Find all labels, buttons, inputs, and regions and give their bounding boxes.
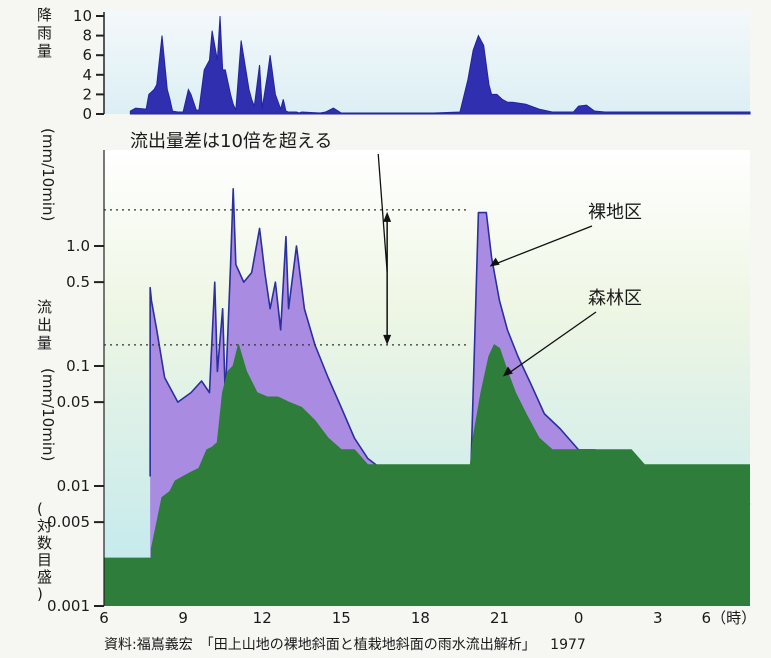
rainfall-tick-label: 8	[82, 27, 92, 45]
runoff-y-axis: 0.001 0.005 0.01 0.05 0.1 0.5 1.0	[47, 150, 105, 615]
rainfall-tick-label: 0	[82, 105, 92, 123]
forest-plot-area	[104, 344, 750, 606]
bare-series-label: 裸地区	[588, 202, 642, 223]
bare-label-leader	[493, 225, 593, 266]
rainfall-axis-title: 降雨量 (mm/10min)	[37, 6, 57, 221]
rainfall-tick-label: 2	[82, 85, 92, 103]
runoff-panel: 0.001 0.005 0.01 0.05 0.1 0.5 1.0 6 9 12 15 18 21 0 3…	[47, 131, 756, 627]
runoff-axis-title: 流出量 (mm/10min) (対数目盛)	[37, 298, 57, 603]
forest-label-arrowhead	[502, 366, 513, 377]
rainfall-tick-label: 6	[82, 46, 92, 64]
x-tick-label: 0	[574, 609, 584, 627]
runoff-axis-scale: (対数目盛)	[37, 500, 52, 603]
rainfall-series	[129, 15, 751, 115]
runoff-tick-label: 0.005	[47, 513, 90, 531]
difference-arrow-head-down	[383, 334, 392, 345]
rainfall-tick-label: 10	[73, 7, 92, 25]
rainfall-area	[129, 15, 751, 115]
rainfall-axis-unit: (mm/10min)	[39, 128, 57, 221]
runoff-axis-unit: (mm/10min)	[39, 368, 57, 461]
runoff-tick-label: 1.0	[66, 237, 90, 255]
x-tick-label: 21	[490, 609, 509, 627]
x-tick-label: 6（時）	[702, 609, 757, 627]
x-tick-label: 15	[332, 609, 351, 627]
source-citation: 資料:福嶌義宏 「田上山地の裸地斜面と植栽地斜面の雨水流出解析」	[104, 637, 536, 653]
x-tick-label: 9	[178, 609, 188, 627]
rainfall-tick-label: 4	[82, 66, 92, 84]
rainfall-y-axis: 0 24 68 10	[73, 7, 105, 123]
source-caption: 資料:福嶌義宏 「田上山地の裸地斜面と植栽地斜面の雨水流出解析」 1977	[104, 634, 744, 654]
x-tick-label: 12	[253, 609, 272, 627]
forest-plot-line	[104, 344, 750, 559]
runoff-tick-label: 0.01	[57, 477, 90, 495]
difference-arrow-head-up	[383, 211, 392, 222]
forest-series-label: 森林区	[588, 288, 642, 309]
runoff-tick-label: 0.5	[66, 273, 90, 291]
runoff-tick-label: 0.001	[47, 597, 90, 615]
bare-label-arrowhead	[489, 257, 500, 267]
runoff-tick-label: 0.05	[57, 393, 90, 411]
runoff-axis-title-label: 流出量	[37, 298, 52, 352]
x-tick-label: 6	[99, 609, 109, 627]
rainfall-panel: 0 24 68 10	[73, 7, 751, 123]
time-x-axis: 6 9 12 15 18 21 0 3 6（時）	[99, 609, 756, 627]
rainfall-axis-title-label: 降雨量	[37, 6, 52, 60]
forest-label-leader	[506, 311, 597, 376]
x-tick-label: 18	[411, 609, 430, 627]
note-leader-line	[377, 153, 388, 273]
difference-note-label: 流出量差は10倍を超える	[130, 131, 332, 152]
x-tick-label: 3	[653, 609, 663, 627]
runoff-series	[104, 187, 751, 606]
runoff-tick-label: 0.1	[66, 357, 90, 375]
source-year: 1977	[550, 637, 586, 653]
